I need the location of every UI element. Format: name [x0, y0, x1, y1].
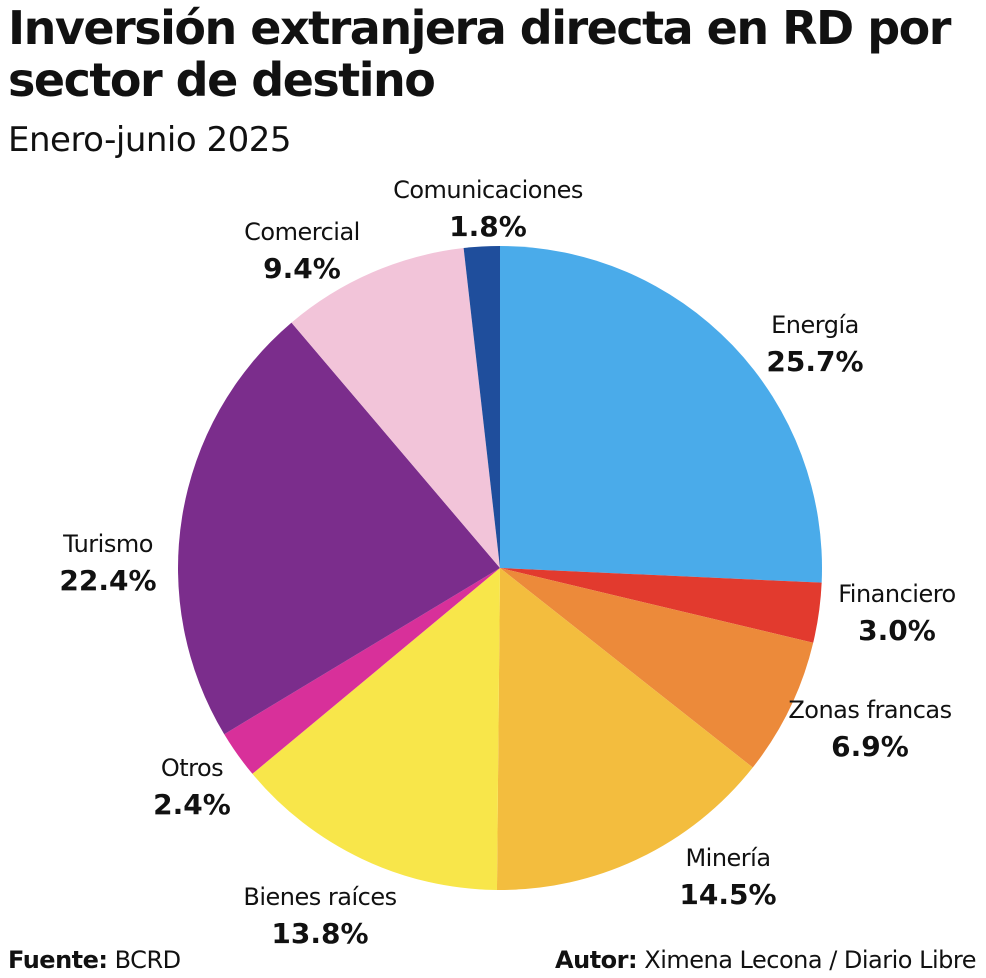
pie-slices [178, 246, 823, 891]
slice-label: Comunicaciones [393, 176, 583, 204]
slice-value-label: 14.5% [679, 878, 776, 911]
slice-label: Zonas francas [788, 696, 951, 724]
source-credit: Fuente: BCRD [8, 944, 181, 976]
pie-slice-energía [500, 246, 823, 583]
slice-value-label: 1.8% [449, 210, 527, 243]
chart-title: Inversión extranjera directa en RD por s… [8, 1, 951, 107]
source-label: Fuente: [8, 946, 108, 974]
pie-labels: Energía 25.7% Financiero 3.0% Zonas francas 6… [59, 176, 956, 950]
pie-slice-bienes-raíces [252, 568, 500, 890]
source-value: BCRD [114, 946, 181, 974]
pie-slice-minería [496, 568, 753, 891]
pie-slice-comercial [291, 248, 500, 568]
chart-subtitle: Enero-junio 2025 [8, 120, 292, 160]
slice-label: Minería [685, 844, 770, 872]
slice-value-label: 6.9% [831, 730, 909, 763]
author-credit: Autor: Ximena Lecona / Diario Libre [555, 944, 976, 976]
pie-slice-financiero [500, 568, 822, 643]
slice-label: Energía [771, 311, 859, 339]
slice-value-label: 25.7% [766, 345, 863, 378]
pie-slice-turismo [178, 322, 500, 735]
pie-slice-zonas-francas [500, 568, 814, 768]
slice-label: Bienes raíces [243, 883, 396, 911]
slice-label: Financiero [838, 580, 956, 608]
slice-value-label: 9.4% [263, 252, 341, 285]
pie-slice-comunicaciones [463, 246, 500, 568]
author-label: Autor: [555, 946, 638, 974]
slice-label: Comercial [244, 218, 360, 246]
pie-slice-otros [224, 568, 501, 774]
slice-value-label: 13.8% [271, 917, 368, 950]
slice-value-label: 22.4% [59, 564, 156, 597]
slice-label: Turismo [62, 530, 153, 558]
slice-label: Otros [161, 754, 223, 782]
author-value: Ximena Lecona / Diario Libre [644, 946, 976, 974]
slice-value-label: 2.4% [153, 788, 231, 821]
slice-value-label: 3.0% [858, 614, 936, 647]
